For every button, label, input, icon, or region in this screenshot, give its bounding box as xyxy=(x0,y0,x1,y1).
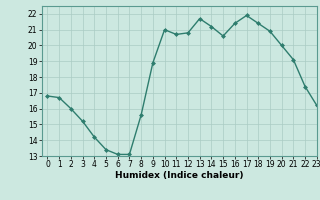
X-axis label: Humidex (Indice chaleur): Humidex (Indice chaleur) xyxy=(115,171,244,180)
